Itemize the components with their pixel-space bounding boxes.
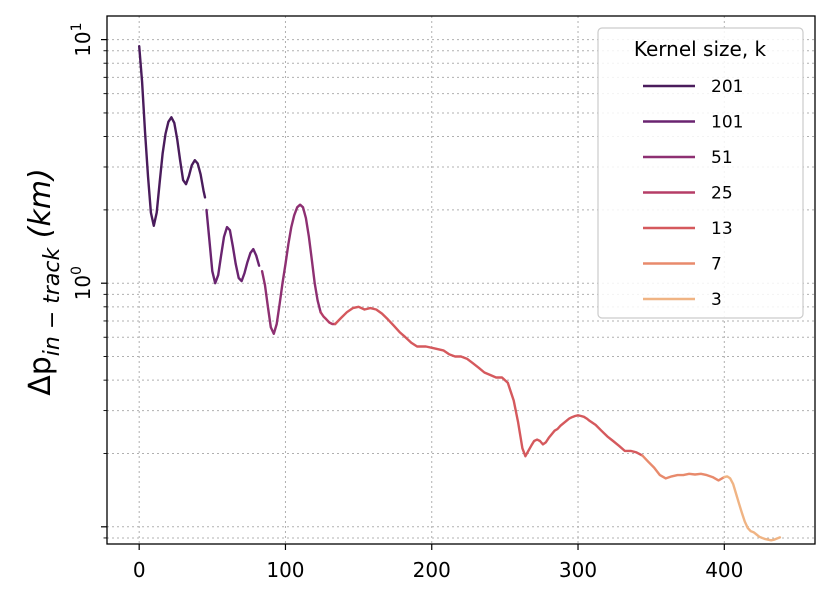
series-line-k25 <box>319 311 337 326</box>
legend-title: Kernel size, k <box>634 37 767 61</box>
x-tick-labels: 0 100 200 300 400 <box>133 558 744 582</box>
series-line-k51 <box>260 203 322 335</box>
x-tick-label: 300 <box>559 558 597 582</box>
y-tick-label: 101 <box>69 22 95 56</box>
plot-lines <box>137 45 782 542</box>
series-line-k7 <box>641 454 726 482</box>
series-line-k101 <box>205 208 261 285</box>
legend-entries: 201 101 51 25 13 7 3 <box>643 77 743 310</box>
y-axis-label-prefix: Δp <box>23 356 58 396</box>
axis-ticks <box>101 39 725 550</box>
y-tick-label-base: 10 <box>71 31 95 56</box>
y-tick-label-base: 10 <box>71 275 95 300</box>
plot-frame <box>106 15 816 545</box>
legend-label-k7: 7 <box>711 255 722 275</box>
y-axis-label-suffix: (km) <box>23 168 58 248</box>
legend-box <box>597 27 804 319</box>
series-line-k3 <box>723 475 782 542</box>
x-tick-label: 400 <box>705 558 743 582</box>
x-tick-label: 200 <box>413 558 451 582</box>
x-tick-label: 100 <box>266 558 304 582</box>
y-tick-label-exponent: 1 <box>69 22 85 31</box>
legend-label-k13: 13 <box>711 219 733 239</box>
y-axis-label: Δpin − track (km) <box>23 168 65 396</box>
legend-label-k51: 51 <box>711 148 733 168</box>
x-tick-label: 0 <box>133 558 146 582</box>
y-axis-label-subscript: in − track <box>40 246 65 356</box>
legend: Kernel size, k 201 101 51 25 13 7 3 <box>597 27 804 319</box>
legend-label-k201: 201 <box>711 77 743 97</box>
y-tick-label-exponent: 0 <box>69 266 85 275</box>
series-line-k201 <box>137 45 207 228</box>
legend-label-k101: 101 <box>711 113 743 133</box>
series-line-k13 <box>334 305 644 458</box>
y-tick-label: 100 <box>69 266 95 300</box>
legend-label-k25: 25 <box>711 184 733 204</box>
legend-label-k3: 3 <box>711 290 722 310</box>
